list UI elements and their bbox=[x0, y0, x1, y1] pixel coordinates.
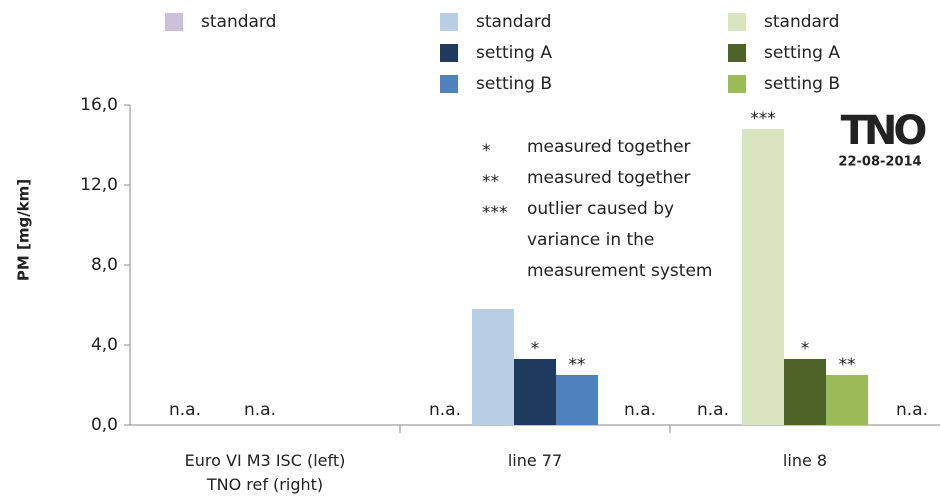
na-label: n.a. bbox=[429, 400, 461, 420]
bar bbox=[514, 359, 556, 425]
bar bbox=[472, 309, 514, 425]
na-label: n.a. bbox=[169, 400, 201, 420]
legend-label: setting A bbox=[764, 43, 840, 63]
legend-swatch bbox=[728, 13, 746, 31]
y-axis-label: PM [mg/km] bbox=[15, 179, 33, 281]
legend-label: setting B bbox=[764, 74, 840, 94]
x-tick-label: line 77 bbox=[507, 451, 563, 470]
bar-note: ** bbox=[839, 355, 856, 375]
y-tick-label: 0,0 bbox=[91, 415, 118, 435]
bar-note: * bbox=[801, 339, 810, 359]
legend-swatch bbox=[440, 44, 458, 62]
legend-label: standard bbox=[476, 12, 551, 32]
legend-swatch bbox=[440, 75, 458, 93]
footnote-text: outlier caused by bbox=[527, 199, 674, 219]
legend-swatch bbox=[440, 13, 458, 31]
legend-label: standard bbox=[201, 12, 276, 32]
logo: TNO bbox=[841, 108, 926, 154]
y-tick-label: 4,0 bbox=[91, 335, 118, 355]
na-label: n.a. bbox=[624, 400, 656, 420]
legend-label: standard bbox=[764, 12, 839, 32]
bar bbox=[826, 375, 868, 425]
footnote-text: measured together bbox=[527, 137, 691, 157]
legend-swatch bbox=[165, 13, 183, 31]
x-tick-label: line 8 bbox=[782, 451, 828, 470]
legend-swatch bbox=[728, 75, 746, 93]
na-label: n.a. bbox=[244, 400, 276, 420]
bar bbox=[784, 359, 826, 425]
na-label: n.a. bbox=[697, 400, 729, 420]
footnote-symbol: *** bbox=[482, 203, 508, 223]
y-tick-label: 12,0 bbox=[80, 175, 118, 195]
bar bbox=[556, 375, 598, 425]
footnote-text: measurement system bbox=[527, 261, 712, 281]
bar-note: * bbox=[531, 339, 540, 359]
y-tick-label: 16,0 bbox=[80, 95, 118, 115]
legend-label: setting A bbox=[476, 43, 552, 63]
footnote-symbol: ** bbox=[482, 172, 499, 192]
date: 22-08-2014 bbox=[838, 155, 921, 170]
bar-note: ** bbox=[569, 355, 586, 375]
footnote-text: variance in the bbox=[527, 230, 654, 250]
x-tick-label: Euro VI M3 ISC (left) TNO ref (right) bbox=[184, 451, 346, 494]
legend-label: setting B bbox=[476, 74, 552, 94]
footnote-symbol: * bbox=[482, 141, 491, 161]
y-tick-label: 8,0 bbox=[91, 255, 118, 275]
bar bbox=[742, 129, 784, 425]
legend-swatch bbox=[728, 44, 746, 62]
na-label: n.a. bbox=[896, 400, 928, 420]
bar-note: *** bbox=[750, 109, 776, 129]
footnote-text: measured together bbox=[527, 168, 691, 188]
